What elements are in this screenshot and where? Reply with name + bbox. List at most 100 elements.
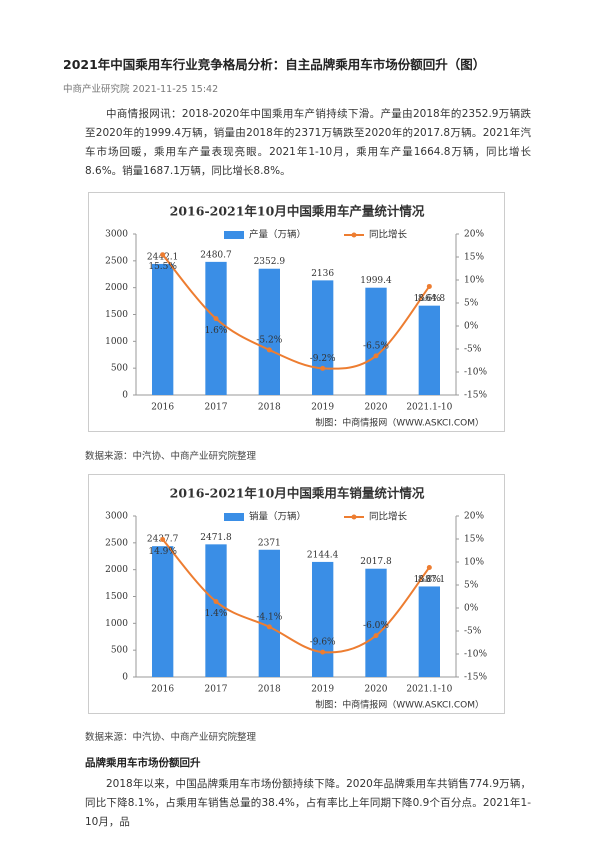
- bar: [312, 280, 334, 395]
- bar-label: 2136: [311, 269, 334, 279]
- growth-label: 8.8%: [418, 575, 441, 585]
- growth-label: 15.5%: [148, 262, 177, 272]
- growth-point: [320, 649, 326, 655]
- y-tick-label: 500: [111, 364, 128, 374]
- y2-tick-label: 5%: [464, 581, 479, 591]
- bar-label: 1664.8: [414, 294, 446, 304]
- growth-label: -9.2%: [310, 354, 336, 364]
- growth-label: 8.6%: [418, 294, 441, 304]
- y2-tick-label: -10%: [464, 650, 487, 660]
- y-tick-label: 3000: [105, 230, 128, 240]
- caption: 数据来源：中汽协、中商产业研究院整理: [85, 732, 257, 743]
- bar: [258, 268, 280, 395]
- growth-point: [426, 283, 432, 289]
- y2-tick-label: 20%: [464, 512, 484, 522]
- x-tick-label: 2018: [258, 403, 281, 413]
- x-tick-label: 2016: [151, 403, 174, 413]
- y-tick-label: 1000: [105, 619, 128, 629]
- bar: [312, 561, 334, 677]
- bar-label: 2442.1: [147, 252, 179, 262]
- chart: 2016-2021年10月中国乘用车产量统计情况制图：中商情报网（WWW.ASK…: [88, 192, 505, 432]
- chart-title: 2016-2021年10月中国乘用车销量统计情况: [170, 486, 425, 501]
- y2-tick-label: 0%: [464, 604, 479, 614]
- growth-point: [266, 347, 272, 353]
- legend-label: 同比增长: [369, 229, 408, 241]
- bar: [365, 287, 387, 395]
- growth-label: -4.1%: [256, 612, 282, 622]
- growth-point: [373, 633, 379, 639]
- y2-tick-label: -10%: [464, 368, 487, 378]
- bar: [418, 305, 440, 395]
- x-tick-label: 2020: [365, 403, 388, 413]
- bar: [258, 549, 280, 677]
- legend-swatch: [351, 514, 357, 520]
- y-tick-label: 0: [122, 391, 128, 401]
- y-tick-label: 2500: [105, 256, 128, 266]
- paragraph: 中商情报网讯：2018-2020年中国乘用车产销持续下滑。产量由2018年的23…: [85, 108, 531, 177]
- growth-line: [161, 254, 431, 370]
- x-tick-label: 2019: [311, 403, 334, 413]
- x-tick-label: 2016: [151, 685, 174, 695]
- x-tick-label: 2018: [258, 685, 281, 695]
- paragraph: 2018年以来，中国品牌乘用车市场份额持续下降。2020年品牌乘用车共销售774…: [85, 778, 531, 828]
- y2-tick-label: 10%: [464, 276, 484, 286]
- y2-tick-label: 5%: [464, 299, 479, 309]
- y2-tick-label: -5%: [464, 345, 482, 355]
- article-title: 2021年中国乘用车行业竞争格局分析：自主品牌乘用车市场份额回升（图）: [63, 57, 486, 72]
- bar-label: 1687.1: [414, 575, 446, 585]
- bar-label: 2144.4: [307, 550, 339, 560]
- bar-label: 2480.7: [200, 250, 232, 260]
- growth-label: -9.6%: [310, 638, 336, 648]
- y-tick-label: 2000: [105, 283, 128, 293]
- legend-label: 销量（万辆）: [249, 511, 306, 523]
- y2-tick-label: 15%: [464, 535, 484, 545]
- y-tick-label: 2000: [105, 565, 128, 575]
- y2-tick-label: 0%: [464, 322, 479, 332]
- bar: [205, 261, 227, 395]
- x-tick-label: 2017: [205, 403, 228, 413]
- growth-point: [213, 316, 219, 322]
- growth-point: [160, 252, 166, 258]
- x-tick-label: 2021.1-10: [406, 685, 452, 695]
- bar: [152, 546, 174, 677]
- growth-label: -6.5%: [363, 341, 389, 351]
- y2-tick-label: 10%: [464, 558, 484, 568]
- x-tick-label: 2020: [365, 685, 388, 695]
- chart: 2016-2021年10月中国乘用车销量统计情况制图：中商情报网（WWW.ASK…: [88, 474, 505, 714]
- bar-label: 2352.9: [254, 257, 286, 267]
- y-tick-label: 1000: [105, 337, 128, 347]
- y2-tick-label: 15%: [464, 253, 484, 263]
- growth-point: [160, 536, 166, 542]
- growth-point: [373, 353, 379, 359]
- source-note: 制图：中商情报网（WWW.ASKCI.COM）: [315, 699, 484, 711]
- article-meta: 中商产业研究院 2021-11-25 15:42: [63, 84, 219, 95]
- bar: [365, 568, 387, 677]
- y2-tick-label: 20%: [464, 230, 484, 240]
- growth-label: -6.0%: [363, 621, 389, 631]
- legend-label: 产量（万辆）: [249, 229, 306, 241]
- bar: [418, 586, 440, 677]
- y-tick-label: 3000: [105, 512, 128, 522]
- y2-tick-label: -15%: [464, 391, 487, 401]
- growth-point: [426, 565, 432, 571]
- chart-title: 2016-2021年10月中国乘用车产量统计情况: [170, 204, 425, 219]
- y-tick-label: 500: [111, 646, 128, 656]
- growth-label: 1.4%: [205, 609, 228, 619]
- y2-tick-label: -5%: [464, 627, 482, 637]
- x-tick-label: 2019: [311, 685, 334, 695]
- y-tick-label: 1500: [105, 310, 128, 320]
- bar-label: 1999.4: [360, 276, 392, 286]
- growth-line: [161, 538, 431, 654]
- growth-point: [320, 365, 326, 371]
- legend-label: 同比增长: [369, 511, 408, 523]
- growth-label: 14.9%: [148, 547, 177, 557]
- bar: [205, 544, 227, 677]
- y-tick-label: 0: [122, 673, 128, 683]
- legend-swatch: [351, 232, 357, 238]
- x-tick-label: 2017: [205, 685, 228, 695]
- bar-label: 2371: [258, 538, 281, 548]
- growth-point: [266, 624, 272, 630]
- caption: 数据来源：中汽协、中商产业研究院整理: [85, 451, 257, 462]
- y-tick-label: 1500: [105, 592, 128, 602]
